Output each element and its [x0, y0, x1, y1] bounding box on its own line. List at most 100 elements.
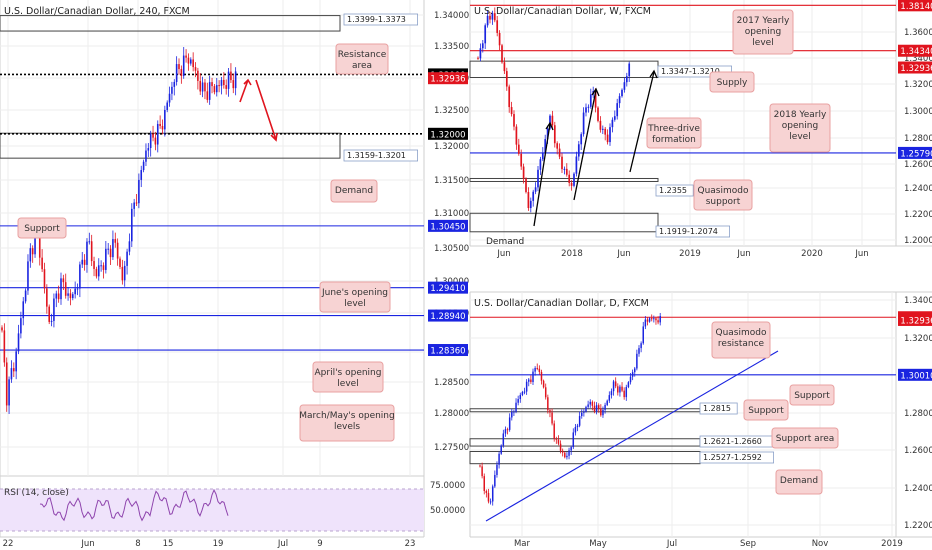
note-demand-daily-text: Demand	[780, 476, 818, 486]
demand-text: Demand	[486, 237, 524, 247]
y-tick-label: 1.31000	[434, 209, 469, 219]
note-support-text: Support	[24, 224, 60, 234]
candle-body	[659, 315, 661, 323]
candle-body	[539, 159, 542, 170]
candle-body	[20, 318, 22, 334]
candle-body	[506, 429, 509, 431]
x-tick-label: May	[589, 539, 607, 549]
candle-body	[147, 148, 150, 151]
candle-body	[83, 259, 86, 265]
price-tag	[898, 368, 932, 381]
x-tick-label: Jul	[277, 539, 288, 549]
candle-body	[88, 241, 91, 243]
candle-body	[24, 290, 27, 302]
candle-body	[161, 125, 164, 130]
chart-title-4h: U.S. Dollar/Canadian Dollar, 240, FXCM	[4, 6, 190, 17]
candles-daily	[479, 312, 661, 506]
candle-body	[587, 106, 590, 108]
y-tick-label: 1.28000	[434, 409, 469, 419]
candle-body	[657, 320, 659, 323]
candle-body	[489, 15, 491, 20]
y-tick-label: 1.28000	[904, 134, 932, 144]
zone-box	[469, 177, 659, 182]
candles-4h	[1, 47, 237, 414]
y-tick-label: 1.34000	[434, 11, 469, 21]
x-tick-label: 2019	[679, 249, 701, 259]
candle-body	[572, 432, 575, 448]
candle-body	[631, 372, 634, 377]
candle-body	[140, 170, 143, 180]
candle-body	[653, 318, 655, 320]
note-june-opening-text: June's opening	[321, 288, 388, 298]
note-april-opening-text: level	[337, 379, 358, 389]
candle-body	[525, 178, 527, 193]
candle-body	[595, 405, 598, 412]
candle-body	[604, 404, 606, 410]
zone-box	[0, 15, 341, 32]
price-tag-label: 1.34340	[900, 47, 932, 57]
note-april-opening	[312, 361, 384, 393]
candle-body	[178, 64, 180, 70]
candle-body	[46, 288, 48, 307]
price-tag	[428, 72, 468, 85]
candle-body	[580, 134, 583, 145]
candle-body	[48, 306, 50, 322]
note-resistance-area-text: Resistance	[338, 50, 387, 60]
y-tick-label: 1.27500	[434, 443, 469, 453]
candle-body	[487, 492, 490, 502]
candle-body	[646, 319, 649, 322]
candle-body	[5, 362, 8, 406]
candle-body	[582, 112, 585, 135]
candle-body	[491, 486, 494, 502]
note-three-drive-text: formation	[652, 135, 696, 145]
zone-box	[469, 212, 659, 233]
price-tag-label: 1.32000	[430, 130, 465, 140]
x-tick-label: 23	[405, 539, 416, 549]
candle-body	[625, 387, 628, 398]
x-tick-label: 2018	[561, 249, 583, 259]
candle-body	[166, 102, 168, 111]
candle-body	[604, 128, 607, 135]
candle-body	[614, 381, 617, 387]
candle-body	[564, 452, 566, 458]
candle-body	[17, 333, 20, 352]
candle-body	[573, 173, 575, 186]
candle-body	[10, 368, 13, 380]
candle-body	[634, 368, 636, 373]
price-tag	[898, 313, 932, 326]
candle-body	[489, 501, 492, 503]
candle-body	[515, 126, 518, 145]
candle-body	[100, 265, 102, 267]
candle-body	[547, 397, 549, 411]
candle-body	[530, 379, 532, 383]
candle-body	[559, 443, 562, 451]
zone-label: 1.2355	[659, 186, 687, 195]
candle-body	[152, 133, 154, 138]
candle-body	[593, 405, 596, 412]
candle-body	[481, 466, 483, 477]
candle-body	[532, 191, 535, 201]
candle-body	[611, 119, 614, 128]
y-tick-label: 1.24000	[904, 484, 932, 494]
candle-body	[581, 412, 583, 417]
candle-body	[86, 241, 88, 265]
candle-body	[532, 371, 534, 383]
note-quasimodo-support-text: Quasimodo	[698, 186, 749, 196]
candle-body	[114, 239, 117, 243]
x-tick-label: 8	[135, 539, 140, 549]
candle-body	[485, 490, 488, 493]
price-tag	[898, 146, 932, 159]
candle-body	[519, 394, 522, 400]
candle-body	[578, 416, 581, 426]
candle-body	[623, 82, 626, 90]
note-three-drive	[646, 117, 702, 149]
candle-body	[629, 376, 632, 383]
candle-body	[496, 464, 498, 475]
candle-body	[57, 293, 60, 300]
candle-body	[585, 107, 587, 113]
candle-body	[627, 382, 630, 388]
y-tick-label: 1.30000	[904, 107, 932, 117]
note-demand	[330, 179, 378, 203]
candle-body	[74, 288, 76, 295]
